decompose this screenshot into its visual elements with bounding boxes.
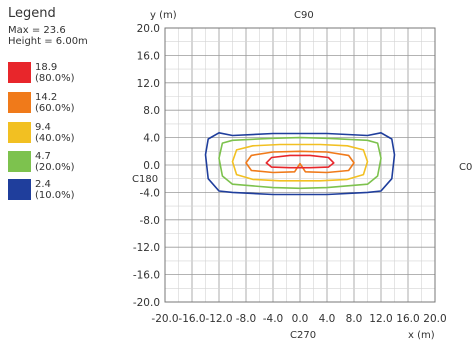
x-tick-label: -12.0 <box>205 313 232 325</box>
x-tick-label: 0.0 <box>292 313 309 325</box>
x-tick-label: -4.0 <box>263 313 284 325</box>
contour-line <box>218 136 382 190</box>
y-tick-label: 20.0 <box>137 23 160 35</box>
direction-label-c270: C270 <box>290 330 316 340</box>
chart-ticks: -20.0 -16.0 -12.0 -8.0 -4.0 0.0 4.0 8.0 12.0 16.0… <box>133 23 447 325</box>
y-tick-label: -4.0 <box>140 187 161 199</box>
legend-swatch-60 <box>8 92 31 113</box>
x-tick-label: -20.0 <box>151 313 178 325</box>
legend-max: Max = 23.6 <box>8 25 66 36</box>
y-tick-label: 8.0 <box>143 105 160 117</box>
x-tick-label: 4.0 <box>319 313 336 325</box>
y-tick-label: 16.0 <box>137 50 160 62</box>
x-tick-label: 20.0 <box>423 313 446 325</box>
x-tick-label: -16.0 <box>178 313 205 325</box>
y-tick-label: 0.0 <box>143 160 160 172</box>
legend-item-80: 18.9 (80.0%) <box>8 62 118 88</box>
plot-frame <box>164 27 436 303</box>
legend-item-percent: (80.0%) <box>35 73 75 84</box>
legend-item-percent: (40.0%) <box>35 133 75 144</box>
legend-swatch-80 <box>8 62 31 83</box>
x-tick-label: 8.0 <box>346 313 363 325</box>
legend-item-value: 4.7 <box>35 151 51 162</box>
y-tick-label: -12.0 <box>133 242 160 254</box>
legend-swatch-20 <box>8 151 31 172</box>
legend-item-value: 18.9 <box>35 62 58 73</box>
contour-line <box>245 150 355 174</box>
y-tick-label: 12.0 <box>137 78 160 90</box>
y-axis-label: y (m) <box>150 10 177 21</box>
legend-title: Legend <box>8 6 56 21</box>
legend-height: Height = 6.00m <box>8 36 88 47</box>
y-tick-label: 4.0 <box>143 133 160 145</box>
x-axis-label: x (m) <box>408 330 435 340</box>
legend-item-value: 9.4 <box>35 122 51 133</box>
direction-label-c0: C0 <box>459 162 472 173</box>
legend-item-percent: (20.0%) <box>35 162 75 173</box>
legend-item-percent: (10.0%) <box>35 190 75 201</box>
x-tick-label: 12.0 <box>369 313 392 325</box>
x-tick-label: -8.0 <box>236 313 257 325</box>
chart-contours <box>204 132 396 196</box>
legend-item-60: 14.2 (60.0%) <box>8 92 118 118</box>
legend-swatch-10 <box>8 179 31 200</box>
contour-line <box>231 143 369 182</box>
direction-label-c90: C90 <box>294 10 314 21</box>
legend-item-value: 2.4 <box>35 179 51 190</box>
legend: Legend Max = 23.6 Height = 6.00m 18.9 (8… <box>8 6 118 201</box>
legend-swatch-40 <box>8 122 31 143</box>
legend-item-percent: (60.0%) <box>35 103 75 114</box>
y-tick-label: -8.0 <box>140 215 161 227</box>
y-tick-label: -16.0 <box>133 270 160 282</box>
legend-item-value: 14.2 <box>35 92 58 103</box>
direction-label-c180: C180 <box>132 174 158 185</box>
legend-item-40: 9.4 (40.0%) <box>8 122 118 148</box>
contour-line <box>204 132 396 196</box>
legend-item-20: 4.7 (20.0%) <box>8 151 118 177</box>
x-tick-label: 16.0 <box>396 313 419 325</box>
y-tick-label: -20.0 <box>133 297 160 309</box>
legend-item-10: 2.4 (10.0%) <box>8 179 118 205</box>
contour-line <box>265 154 335 169</box>
